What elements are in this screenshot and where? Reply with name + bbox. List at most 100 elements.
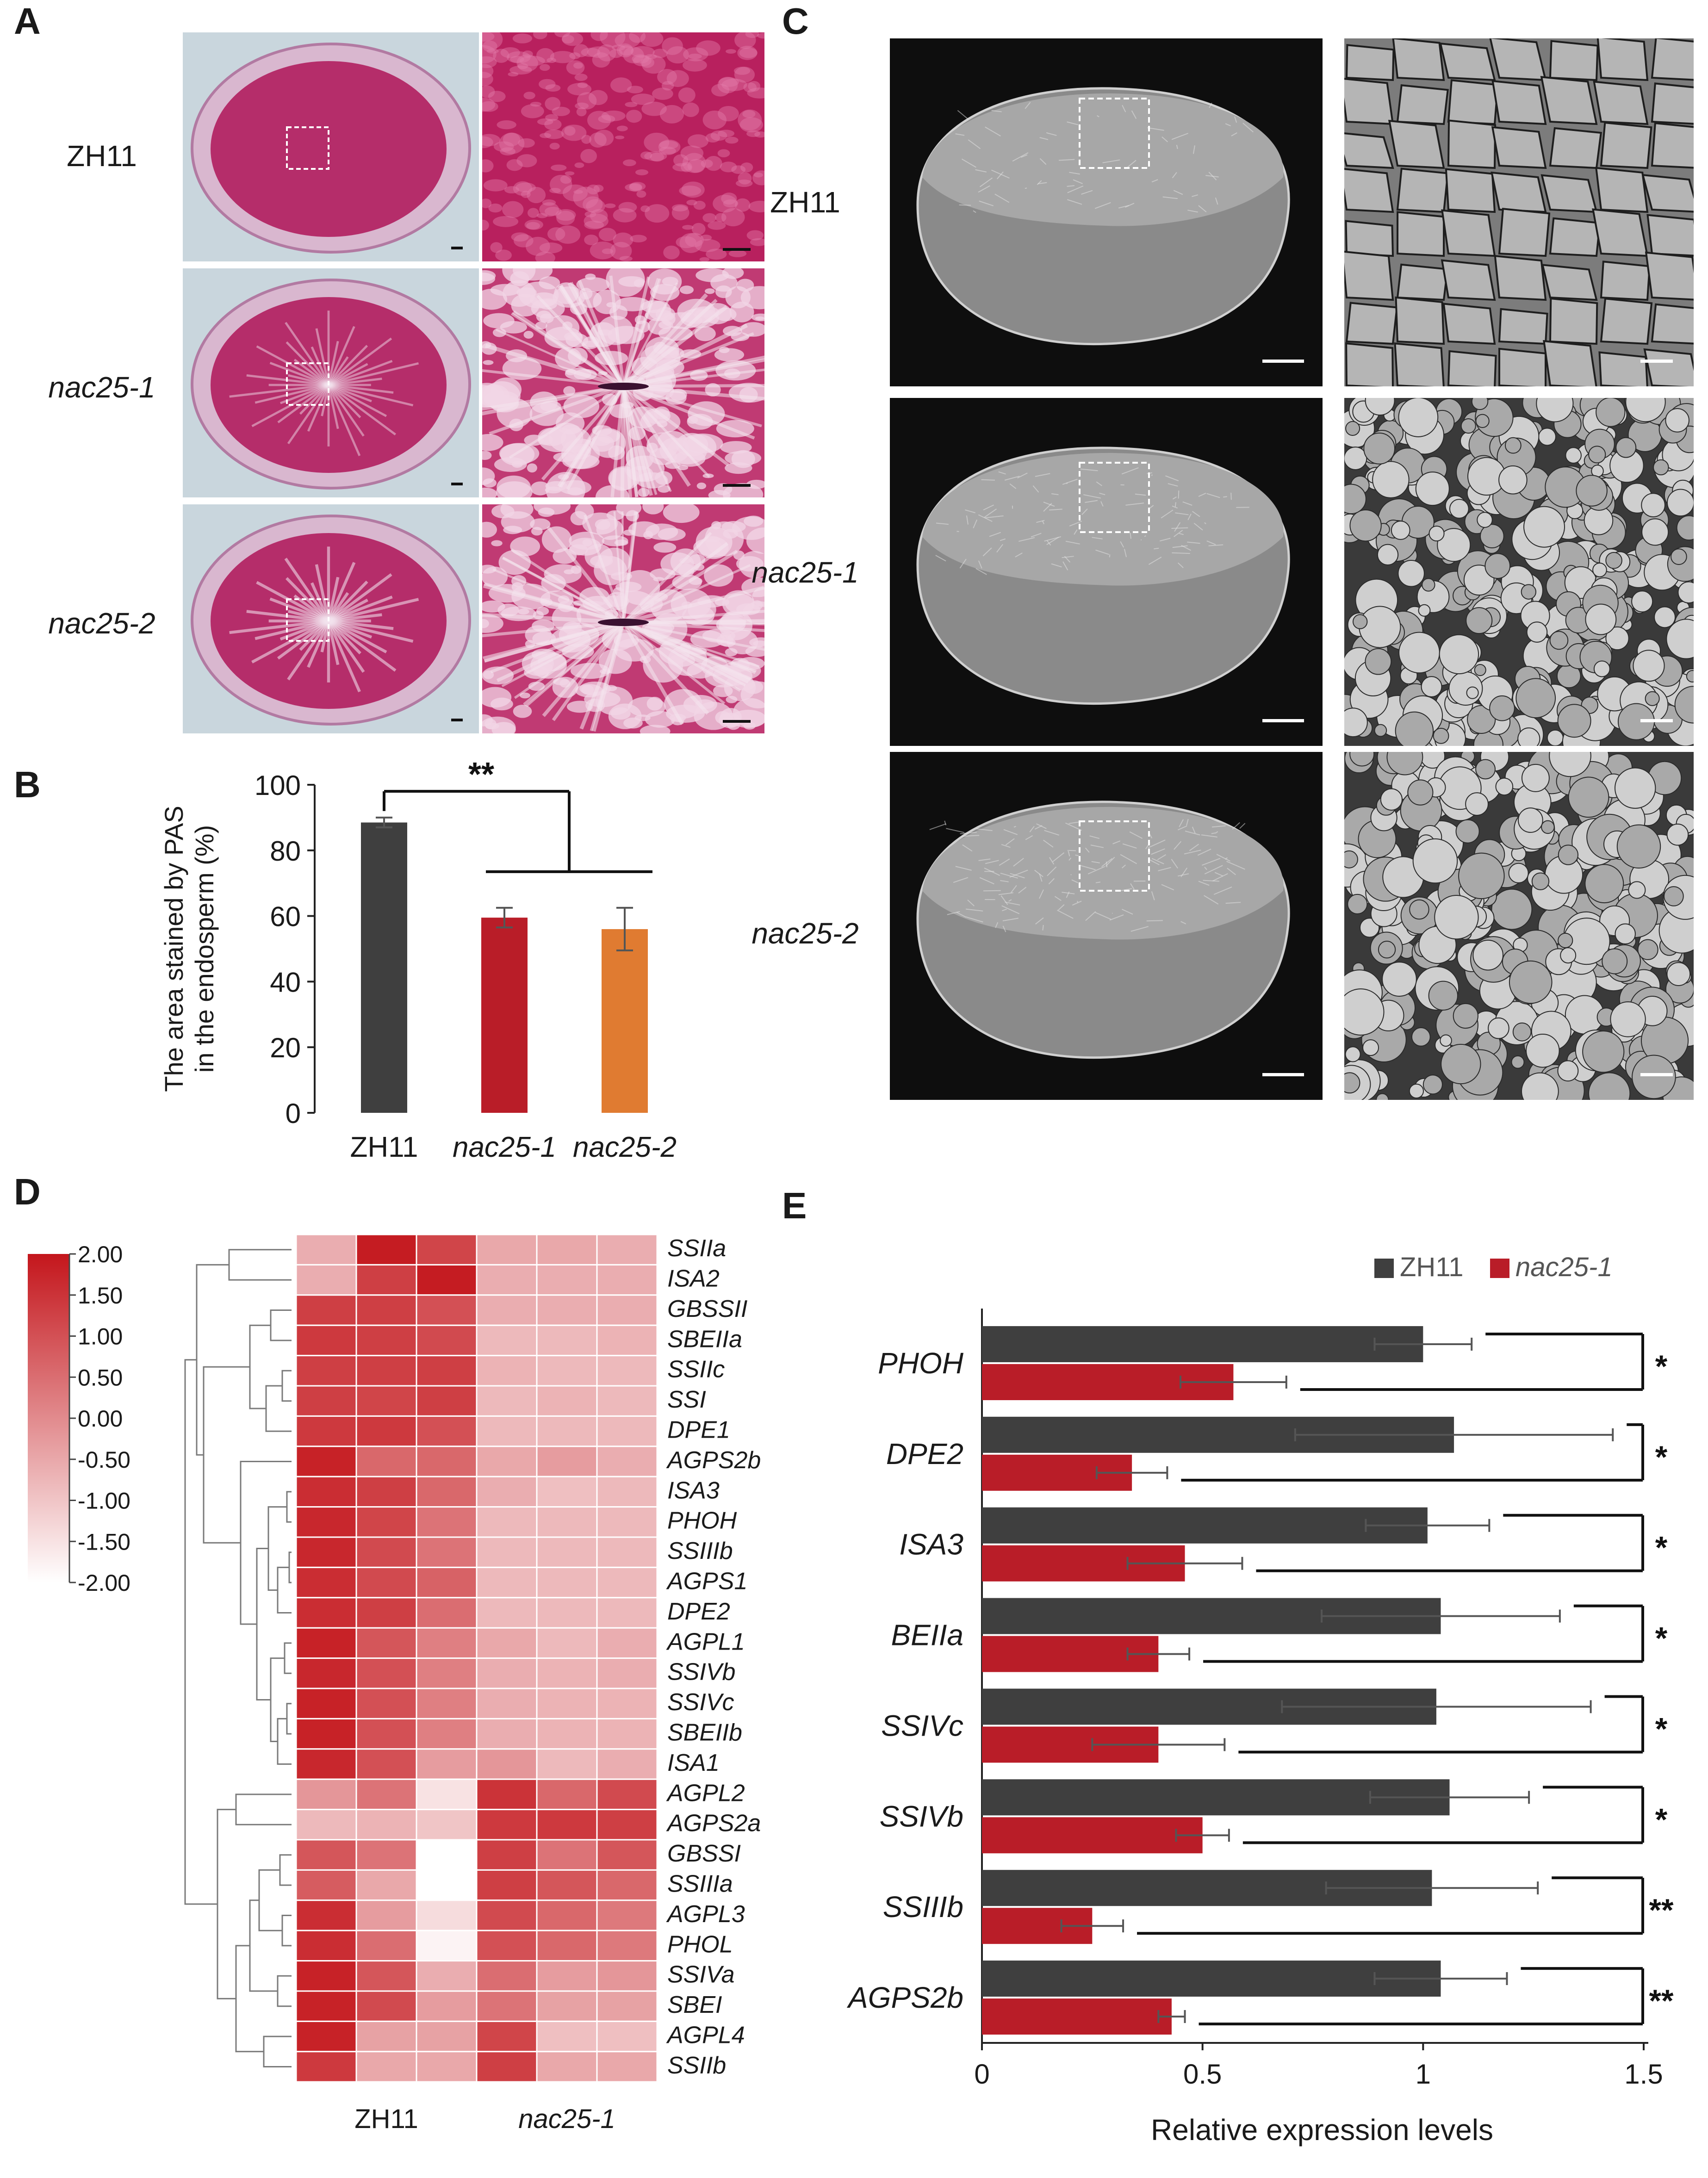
heatmap-cell [295,2051,357,2083]
surface-texture [1085,500,1098,503]
cell-gap [573,186,599,209]
cell-gap [663,245,680,260]
surface-texture [1032,485,1039,493]
cell-gap [509,65,532,75]
cell-gap [738,172,752,185]
cell-gap [733,67,751,75]
radial-crack [512,310,625,388]
radial-crack [623,368,764,388]
round-starch-granule [1475,414,1490,428]
dendrogram-link [203,1366,250,1544]
scale-bar [451,483,463,485]
cell-gap [482,64,494,78]
surface-texture [1062,561,1068,571]
heatmap-cell [536,1930,598,1962]
cell-gap [526,222,540,230]
cell-gap [539,79,556,90]
cell-gap [538,507,555,517]
surface-texture [1048,878,1055,885]
round-starch-granule [1489,695,1515,721]
round-starch-granule [1421,676,1442,698]
polygonal-starch-granule [1344,168,1394,213]
surface-texture [1193,522,1203,531]
cell-gap [616,43,634,57]
round-starch-granule [1386,752,1423,776]
tissue-crack [328,613,382,623]
surface-texture [1015,552,1023,558]
cell-gap [739,47,758,58]
tissue-crack [293,359,329,386]
tissue-crack [328,384,397,436]
bar-ZH11 [361,822,407,1113]
round-starch-granule [1466,686,1479,699]
cell-gap [488,203,503,213]
cell-gap [506,51,531,63]
tissue-crack [277,384,329,423]
cell-gap [746,130,760,137]
gene-label-SSIIb: SSIIb [667,2052,726,2079]
legend-label-zh11: ZH11 [1400,1252,1464,1282]
cell-gap [545,114,559,121]
round-starch-granule [1558,844,1579,865]
cell-gap [659,105,684,124]
cell-gap [702,213,717,223]
heatmap-cell [355,1990,417,2022]
cell-gap [517,63,528,69]
radial-crack [584,515,625,623]
cell-gap [486,49,499,54]
heatmap-cell [476,1536,538,1568]
round-starch-granule [1455,819,1480,844]
x-tick-label: 1.5 [1624,2059,1663,2090]
surface-texture [1044,830,1060,836]
bar-nac25-1 [481,918,528,1113]
polygonal-starch-granule [1595,167,1649,213]
surface-texture [1072,900,1082,906]
cell-gap [679,285,694,294]
panel-c-row-label-zh11: ZH11 [770,186,840,219]
surface-texture [1013,857,1024,867]
heatmap-cell [355,1385,417,1417]
cell-gap [554,32,571,37]
cell-gap [530,102,542,107]
surface-texture [1120,541,1124,548]
heatmap-cell [476,1324,538,1357]
surface-texture [1227,868,1236,875]
cell-gap [626,110,642,123]
polygonal-starch-granule [1396,168,1449,213]
cell-gap [717,130,735,137]
heatmap-cell [295,1566,357,1599]
radial-crack [623,385,762,428]
polygonal-starch-granule [1591,208,1649,257]
surface-texture [1066,891,1070,898]
heatmap-cell [416,1385,478,1417]
cell-gap [497,120,516,130]
surface-texture [1177,562,1184,568]
surface-texture [1046,132,1057,136]
dendrogram-root [184,1359,217,1905]
legend-tick-label: 1.00 [78,1324,123,1350]
heatmap-cell [295,1748,357,1780]
surface-texture [1095,881,1101,883]
heatmap-cell [536,1627,598,1659]
surface-texture [979,200,994,206]
cell-gap [679,186,702,196]
cell-gap [586,199,605,213]
surface-texture [1069,172,1080,175]
cell-gap [699,257,710,261]
heatmap-cell [295,1688,357,1719]
round-starch-granule [1557,1060,1579,1082]
heatmap-cell [536,1869,598,1901]
cell-gap [632,54,649,63]
surface-texture [1182,501,1192,506]
surface-texture [994,193,1010,203]
surface-texture [1043,839,1054,848]
cell-gap [519,56,545,66]
sem-grain-overview [890,752,1323,1100]
legend-tick-label: -1.50 [78,1529,130,1555]
dendrogram-link [279,1854,292,1886]
dendrogram-link [265,1385,292,1432]
radial-crack [623,609,764,624]
x-tick-label: nac25-1 [453,1131,556,1163]
heatmap-cell [596,1264,658,1296]
heatmap-cell [416,1476,478,1508]
